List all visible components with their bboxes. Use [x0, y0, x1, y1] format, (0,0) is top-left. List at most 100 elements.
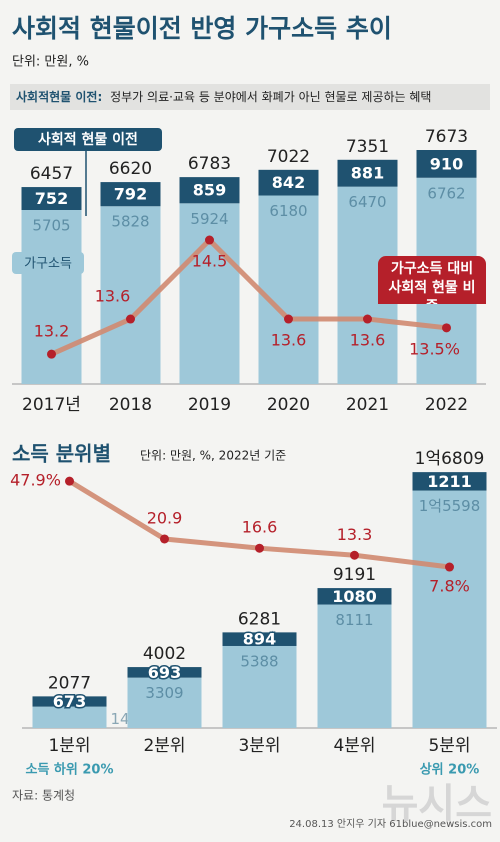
- value-label: 1080: [332, 587, 377, 606]
- legend-box: [12, 252, 84, 274]
- line-point: [363, 314, 372, 324]
- value-label: 673: [53, 692, 86, 711]
- value-label: 842: [272, 173, 305, 192]
- line-point: [445, 562, 454, 572]
- bar-segment: [337, 159, 398, 187]
- chart-subtitle: 단위: 만원, %, 2022년 기준: [140, 449, 286, 463]
- total-label: 6457: [30, 164, 73, 184]
- line-point: [205, 235, 214, 245]
- bar-base: [317, 604, 392, 728]
- line-point: [442, 323, 451, 333]
- total-label: 6620: [109, 159, 152, 179]
- bar-segment: [416, 150, 477, 178]
- bar-base: [412, 490, 487, 728]
- x-tick-label: 5분위: [428, 736, 470, 756]
- value-label: 5924: [190, 210, 228, 228]
- value-label: 693: [148, 663, 181, 682]
- definition: 사회적현물 이전: 정부가 의료·교육 등 분야에서 화폐가 아닌 현물로 제공…: [16, 89, 431, 104]
- bar-base: [258, 195, 319, 384]
- bar-segment: [179, 177, 240, 204]
- source: 자료: 통계청: [12, 789, 75, 803]
- x-tick-label: 3분위: [238, 736, 280, 756]
- line-point: [47, 349, 56, 359]
- line-label: 20.9: [147, 508, 183, 527]
- value-label: 859: [193, 181, 226, 200]
- x-tick-label: 2019: [188, 395, 231, 415]
- bar-segment: [222, 632, 297, 646]
- line-point: [350, 550, 359, 560]
- bar-segment: [317, 588, 392, 605]
- total-label: 7673: [425, 127, 468, 147]
- category-note: 소득 하위 20%: [25, 762, 113, 778]
- definition-text: 정부가 의료·교육 등 분야에서 화폐가 아닌 현물로 제공하는 혜택: [110, 90, 431, 104]
- bar-base: [32, 706, 107, 728]
- title: 사회적 현물이전 반영 가구소득 추이: [12, 14, 392, 43]
- line-name-box: 가구소득 대비 사회적 현물 비중: [378, 256, 486, 304]
- total-label: 7351: [346, 137, 389, 157]
- line-label: 13.2: [34, 322, 70, 341]
- value-label: 881: [351, 164, 384, 183]
- legend-label: 가구소득: [24, 257, 72, 272]
- bar-segment: [258, 169, 319, 196]
- line-point: [284, 314, 293, 324]
- line-label: 13.6: [95, 287, 131, 306]
- legend-box: [14, 128, 162, 151]
- value-label: 8111: [335, 611, 373, 629]
- credit: 24.08.13 안지우 기자 61blue@newsis.com: [289, 818, 492, 830]
- line-label: 13.3: [337, 525, 373, 544]
- category-note: 상위 20%: [420, 763, 480, 778]
- value-label: 5828: [111, 213, 149, 231]
- x-tick-label: 1분위: [48, 736, 90, 756]
- unit: 단위: 만원, %: [12, 55, 89, 70]
- line-label: 13.6: [350, 331, 386, 350]
- total-label: 6281: [238, 609, 281, 629]
- line-name: 가구소득 대비 사회적 현물 비중: [378, 256, 486, 304]
- value-label: 5388: [240, 652, 278, 670]
- x-tick-label: 2022: [425, 395, 468, 415]
- bar-base: [222, 645, 297, 728]
- total-label: 2077: [48, 673, 91, 693]
- total-label: 1억6809: [415, 449, 485, 469]
- bar-base: [127, 677, 202, 728]
- total-label: 9191: [333, 565, 376, 585]
- value-label: 1억5598: [419, 497, 481, 515]
- bar-base: [179, 203, 240, 384]
- value-label: 792: [114, 185, 147, 204]
- line-label: 13.5%: [409, 339, 460, 358]
- bar-base: [100, 206, 161, 384]
- x-tick-label: 2분위: [143, 736, 185, 756]
- bar-segment: [412, 472, 487, 491]
- x-tick-label: 2020: [267, 395, 310, 415]
- bar-segment: [32, 696, 107, 707]
- bar-segment: [100, 182, 161, 207]
- value-label: 1211: [427, 472, 472, 491]
- total-label: 7022: [267, 147, 310, 167]
- value-label: 6180: [269, 202, 307, 220]
- value-label: 752: [35, 189, 68, 208]
- line-label: 7.8%: [429, 577, 470, 596]
- value-label: 6470: [348, 193, 386, 211]
- total-label: 4002: [143, 644, 186, 664]
- chart-title: 소득 분위별: [12, 442, 111, 466]
- line-point: [160, 534, 169, 544]
- value-label: 910: [430, 154, 463, 173]
- legend-label: 사회적 현물 이전: [38, 131, 138, 148]
- line-point: [65, 476, 74, 486]
- value-label: 894: [243, 630, 276, 649]
- x-tick-label: 2018: [109, 395, 152, 415]
- bar-segment: [127, 667, 202, 678]
- line-label: 47.9%: [10, 471, 61, 490]
- x-tick-label: 2017년: [22, 395, 81, 415]
- x-tick-label: 2021: [346, 395, 389, 415]
- value-label: 6762: [427, 184, 465, 202]
- x-tick-label: 4분위: [333, 736, 375, 756]
- value-label: 3309: [145, 684, 183, 702]
- line-label: 13.6: [271, 331, 307, 350]
- line-label: 14.5: [192, 252, 228, 271]
- bar-segment: [21, 187, 82, 210]
- line-label: 16.6: [242, 518, 278, 537]
- total-label: 6783: [188, 154, 231, 174]
- watermark: 뉴시스: [382, 781, 492, 827]
- line-point: [255, 543, 264, 553]
